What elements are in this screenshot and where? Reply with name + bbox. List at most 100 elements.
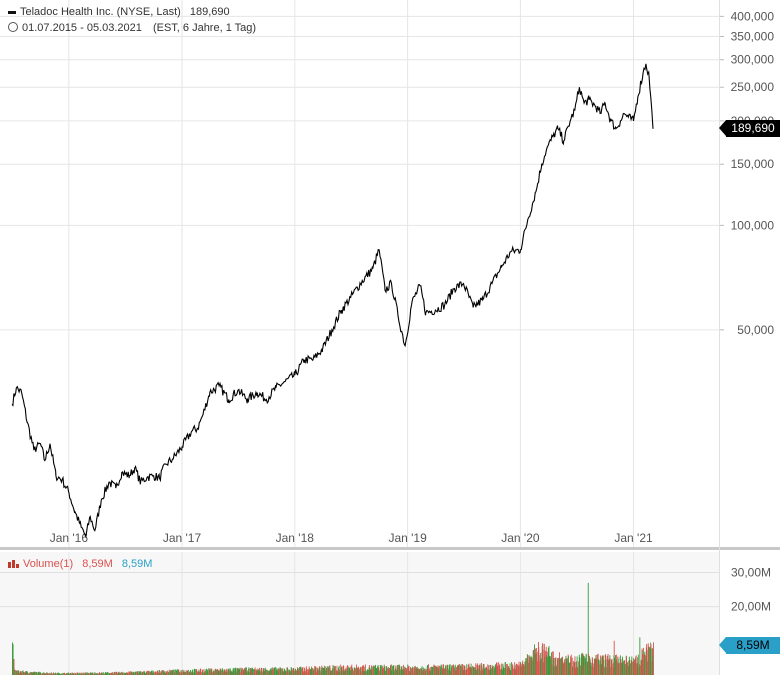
volume-bar: [488, 669, 490, 675]
volume-bar: [603, 659, 605, 675]
volume-bar: [66, 673, 67, 675]
x-tick-label: Jan '21: [614, 531, 653, 545]
volume-bar: [15, 670, 17, 675]
volume-bar: [248, 667, 250, 675]
volume-bar: [321, 665, 323, 675]
volume-bar: [347, 667, 349, 675]
volume-bar: [211, 668, 213, 675]
volume-bar: [345, 669, 347, 675]
volume-bar: [12, 642, 13, 675]
volume-bar: [570, 654, 572, 675]
volume-grid: [0, 552, 719, 675]
volume-bar: [259, 670, 261, 675]
volume-bar: [244, 668, 246, 675]
volume-bar: [430, 671, 432, 675]
volume-bar: [185, 670, 187, 675]
volume-bar: [373, 666, 375, 675]
volume-bar: [66, 673, 68, 675]
volume-bar: [425, 669, 427, 675]
volume-bar: [590, 662, 592, 675]
volume-bar: [45, 673, 46, 675]
volume-bar: [77, 672, 79, 675]
volume-bar: [13, 659, 15, 675]
volume-bar: [190, 670, 191, 675]
volume-bar: [592, 658, 594, 675]
volume-bar: [62, 673, 64, 675]
volume-bar: [552, 651, 554, 675]
volume-bar: [118, 671, 120, 675]
volume-bar: [235, 671, 237, 675]
volume-bar: [367, 669, 369, 675]
volume-bar: [138, 673, 139, 675]
volume-bar: [496, 662, 498, 675]
volume-bar: [70, 672, 72, 675]
volume-bar: [220, 669, 222, 675]
volume-bar: [49, 673, 51, 675]
current-price-tag: 189,690: [719, 120, 780, 138]
volume-bar: [79, 672, 81, 675]
price-tick-label: 350,000: [731, 29, 775, 43]
volume-bar: [364, 664, 366, 675]
volume-bar: [283, 671, 284, 675]
volume-bar: [159, 670, 161, 675]
volume-bar: [555, 664, 557, 675]
volume-bar: [540, 658, 542, 675]
volume-bar: [343, 671, 345, 675]
volume-bar: [249, 668, 251, 675]
instrument-name: Teladoc Health Inc. (NYSE, Last): [20, 6, 181, 18]
volume-bar: [292, 668, 294, 675]
volume-bar: [27, 673, 29, 675]
volume-bar: [125, 672, 127, 675]
volume-bar: [443, 664, 445, 675]
volume-bar: [319, 670, 321, 675]
volume-bar: [630, 660, 632, 675]
volume-bar: [509, 663, 511, 675]
volume-bar: [614, 655, 616, 675]
volume-bar: [352, 668, 354, 675]
volume-bar: [209, 668, 211, 675]
volume-bar: [302, 667, 304, 675]
volume-bar: [160, 670, 162, 675]
volume-bar: [412, 667, 414, 675]
volume-bar: [222, 668, 224, 675]
volume-bar: [358, 666, 360, 675]
volume-bar: [598, 664, 600, 675]
volume-bar: [592, 666, 594, 675]
volume-bar: [458, 664, 460, 675]
volume-bar: [648, 647, 650, 675]
volume-bar: [213, 670, 215, 675]
volume-legend: Volume(1) 8,59M 8,59M: [8, 558, 156, 570]
volume-bar: [164, 671, 165, 675]
x-tick-label: Jan '17: [163, 531, 202, 545]
volume-bar: [276, 668, 278, 675]
volume-bar: [382, 668, 384, 675]
volume-bar: [96, 672, 98, 675]
volume-value-red: 8,59M: [82, 558, 113, 570]
volume-bar: [261, 671, 263, 675]
volume-bar: [179, 672, 181, 675]
instrument-legend: Teladoc Health Inc. (NYSE, Last) 189,690: [8, 6, 234, 18]
volume-bar: [257, 670, 258, 675]
volume-bar: [369, 667, 371, 675]
volume-bar: [608, 658, 610, 675]
volume-bar: [609, 658, 611, 675]
volume-bar: [144, 673, 146, 675]
volume-bar: [306, 669, 308, 675]
volume-bar: [583, 656, 585, 675]
volume-bar: [156, 671, 158, 675]
volume-bar: [514, 669, 516, 675]
x-tick-label: Jan '20: [501, 531, 540, 545]
volume-bar: [456, 667, 458, 675]
volume-bar: [617, 658, 619, 675]
volume-bar: [42, 672, 44, 675]
volume-bar: [354, 669, 356, 675]
volume-bar: [356, 667, 358, 675]
volume-bar: [547, 647, 549, 675]
volume-bar: [300, 666, 302, 675]
volume-bar: [531, 660, 533, 675]
volume-bar: [313, 668, 315, 675]
volume-bar: [215, 668, 217, 675]
volume-bar: [267, 671, 269, 675]
volume-bar: [633, 659, 635, 675]
volume-bar: [453, 668, 455, 675]
